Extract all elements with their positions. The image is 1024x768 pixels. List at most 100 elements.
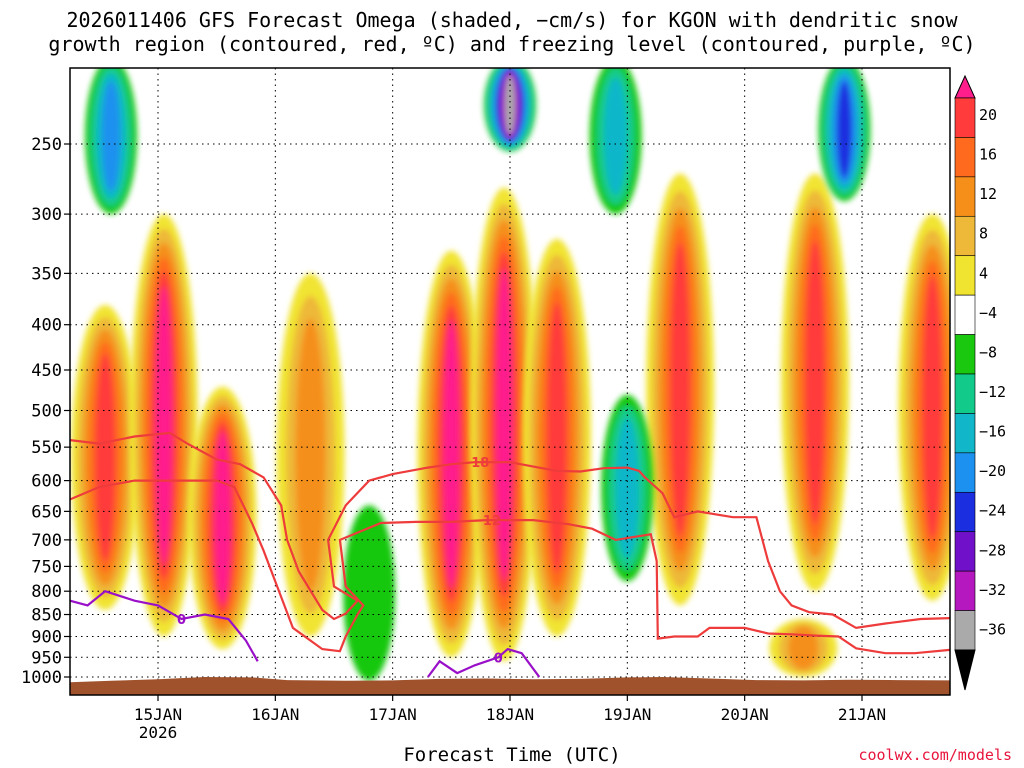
colorbar-box — [954, 215, 976, 257]
omega-shade-band — [547, 302, 567, 573]
chart-title-line2: growth region (contoured, red, ºC) and f… — [48, 32, 976, 56]
y-tick-label: 800 — [31, 582, 62, 602]
y-tick-label: 300 — [31, 205, 62, 225]
y-tick-label: 750 — [31, 557, 62, 577]
omega-feature — [484, 68, 536, 152]
omega-shade-band — [604, 77, 628, 195]
omega-feature — [589, 68, 642, 215]
colorbar-label: −36 — [979, 620, 1006, 638]
colorbar-box — [954, 255, 976, 296]
contour-label: 0 — [177, 613, 186, 628]
omega-feature — [646, 173, 715, 606]
omega-feature — [276, 273, 345, 637]
omega-shade-band — [155, 286, 173, 565]
y-axis: 2503003504004505005506006507007508008509… — [21, 135, 70, 688]
contour-layer: −12 −18 0 0 — [70, 431, 950, 678]
omega-shade-band — [214, 431, 231, 605]
colorbar-box — [954, 176, 976, 217]
terrain-fill — [70, 677, 950, 695]
y-tick-label: 600 — [31, 472, 62, 492]
colorbar-label: −20 — [979, 462, 1006, 480]
omega-shade-band — [495, 268, 513, 581]
omega-feature — [818, 68, 871, 202]
contour-line — [427, 647, 541, 678]
x-tick-label: 20JAN — [721, 705, 769, 724]
colorbar-bottom-arrow — [954, 649, 976, 691]
y-tick-label: 650 — [31, 502, 62, 522]
y-tick-label: 1000 — [21, 668, 62, 688]
y-tick-label: 500 — [31, 402, 62, 422]
colorbar-label: 12 — [979, 185, 997, 203]
omega-shade-band — [443, 320, 460, 588]
omega-feature — [85, 68, 138, 215]
omega-shade-band — [836, 81, 852, 179]
omega-feature — [71, 304, 140, 610]
x-axis-label: Forecast Time (UTC) — [403, 744, 621, 766]
contour-line — [70, 431, 950, 630]
omega-feature — [522, 238, 591, 637]
colorbar-label: 20 — [979, 106, 997, 124]
y-tick-label: 700 — [31, 531, 62, 551]
x-tick-year: 2026 — [139, 723, 178, 742]
chart-title-line1: 2026011406 GFS Forecast Omega (shaded, −… — [66, 8, 958, 32]
omega-shade-band — [505, 75, 515, 135]
y-tick-label: 350 — [31, 264, 62, 284]
y-tick-label: 950 — [31, 648, 62, 668]
y-tick-label: 400 — [31, 316, 62, 336]
contour-label: 0 — [494, 651, 503, 666]
colorbar-box — [954, 373, 976, 414]
colorbar-label: 4 — [979, 264, 988, 282]
omega-shade-band — [670, 242, 690, 536]
colorbar-label: 8 — [979, 225, 988, 243]
y-tick-label: 550 — [31, 438, 62, 458]
x-tick-label: 19JAN — [603, 705, 651, 724]
omega-feature — [188, 386, 257, 650]
terrain-layer — [70, 677, 950, 695]
chart-title: 2026011406 GFS Forecast Omega (shaded, −… — [0, 8, 1024, 56]
y-tick-label: 450 — [31, 361, 62, 381]
omega-shade-band — [95, 353, 115, 561]
colorbar-box — [954, 294, 976, 335]
omega-feature — [898, 214, 950, 601]
colorbar: 20 16 12 8 4 −4 −8 −12 −16 −20 −24 −28 −32 −36 — [954, 74, 1006, 691]
omega-feature — [417, 250, 486, 658]
contour-label: −18 — [460, 456, 489, 471]
colorbar-box — [954, 137, 976, 178]
colorbar-box — [954, 97, 976, 138]
gridlines — [70, 68, 950, 695]
colorbar-box — [954, 610, 976, 651]
x-tick-label: 15JAN — [134, 705, 182, 724]
contour-line — [70, 589, 259, 662]
omega-shade-band — [788, 626, 819, 670]
y-tick-label: 850 — [31, 606, 62, 626]
colorbar-box — [954, 413, 976, 454]
colorbar-label: −12 — [979, 383, 1006, 401]
x-tick-label: 21JAN — [838, 705, 886, 724]
contour-line — [70, 479, 950, 655]
x-tick-label: 17JAN — [369, 705, 417, 724]
credit-text: coolwx.com/models — [858, 746, 1012, 764]
omega-shade-band — [805, 240, 825, 525]
contour-label: −12 — [472, 514, 501, 529]
omega-shade-band — [295, 318, 326, 592]
omega-feature — [781, 173, 850, 592]
colorbar-label: −24 — [979, 502, 1006, 520]
colorbar-label: −16 — [979, 423, 1006, 441]
colorbar-label: −28 — [979, 541, 1006, 559]
x-axis: 15JAN 16JAN 17JAN 18JAN 19JAN 20JAN 21JAN 2026 — [134, 695, 886, 742]
omega-feature — [769, 619, 838, 677]
colorbar-label: −8 — [979, 343, 997, 361]
colorbar-box — [954, 491, 976, 533]
y-tick-label: 900 — [31, 627, 62, 647]
colorbar-top-arrow — [954, 74, 976, 99]
colorbar-label: −32 — [979, 581, 1006, 599]
colorbar-box — [954, 452, 976, 493]
colorbar-label: −4 — [979, 304, 997, 322]
x-tick-label: 16JAN — [251, 705, 299, 724]
omega-shade-band — [922, 276, 943, 539]
omega-feature — [129, 214, 198, 637]
colorbar-box — [954, 531, 976, 572]
colorbar-label: 16 — [979, 146, 997, 164]
colorbar-box — [954, 334, 976, 375]
